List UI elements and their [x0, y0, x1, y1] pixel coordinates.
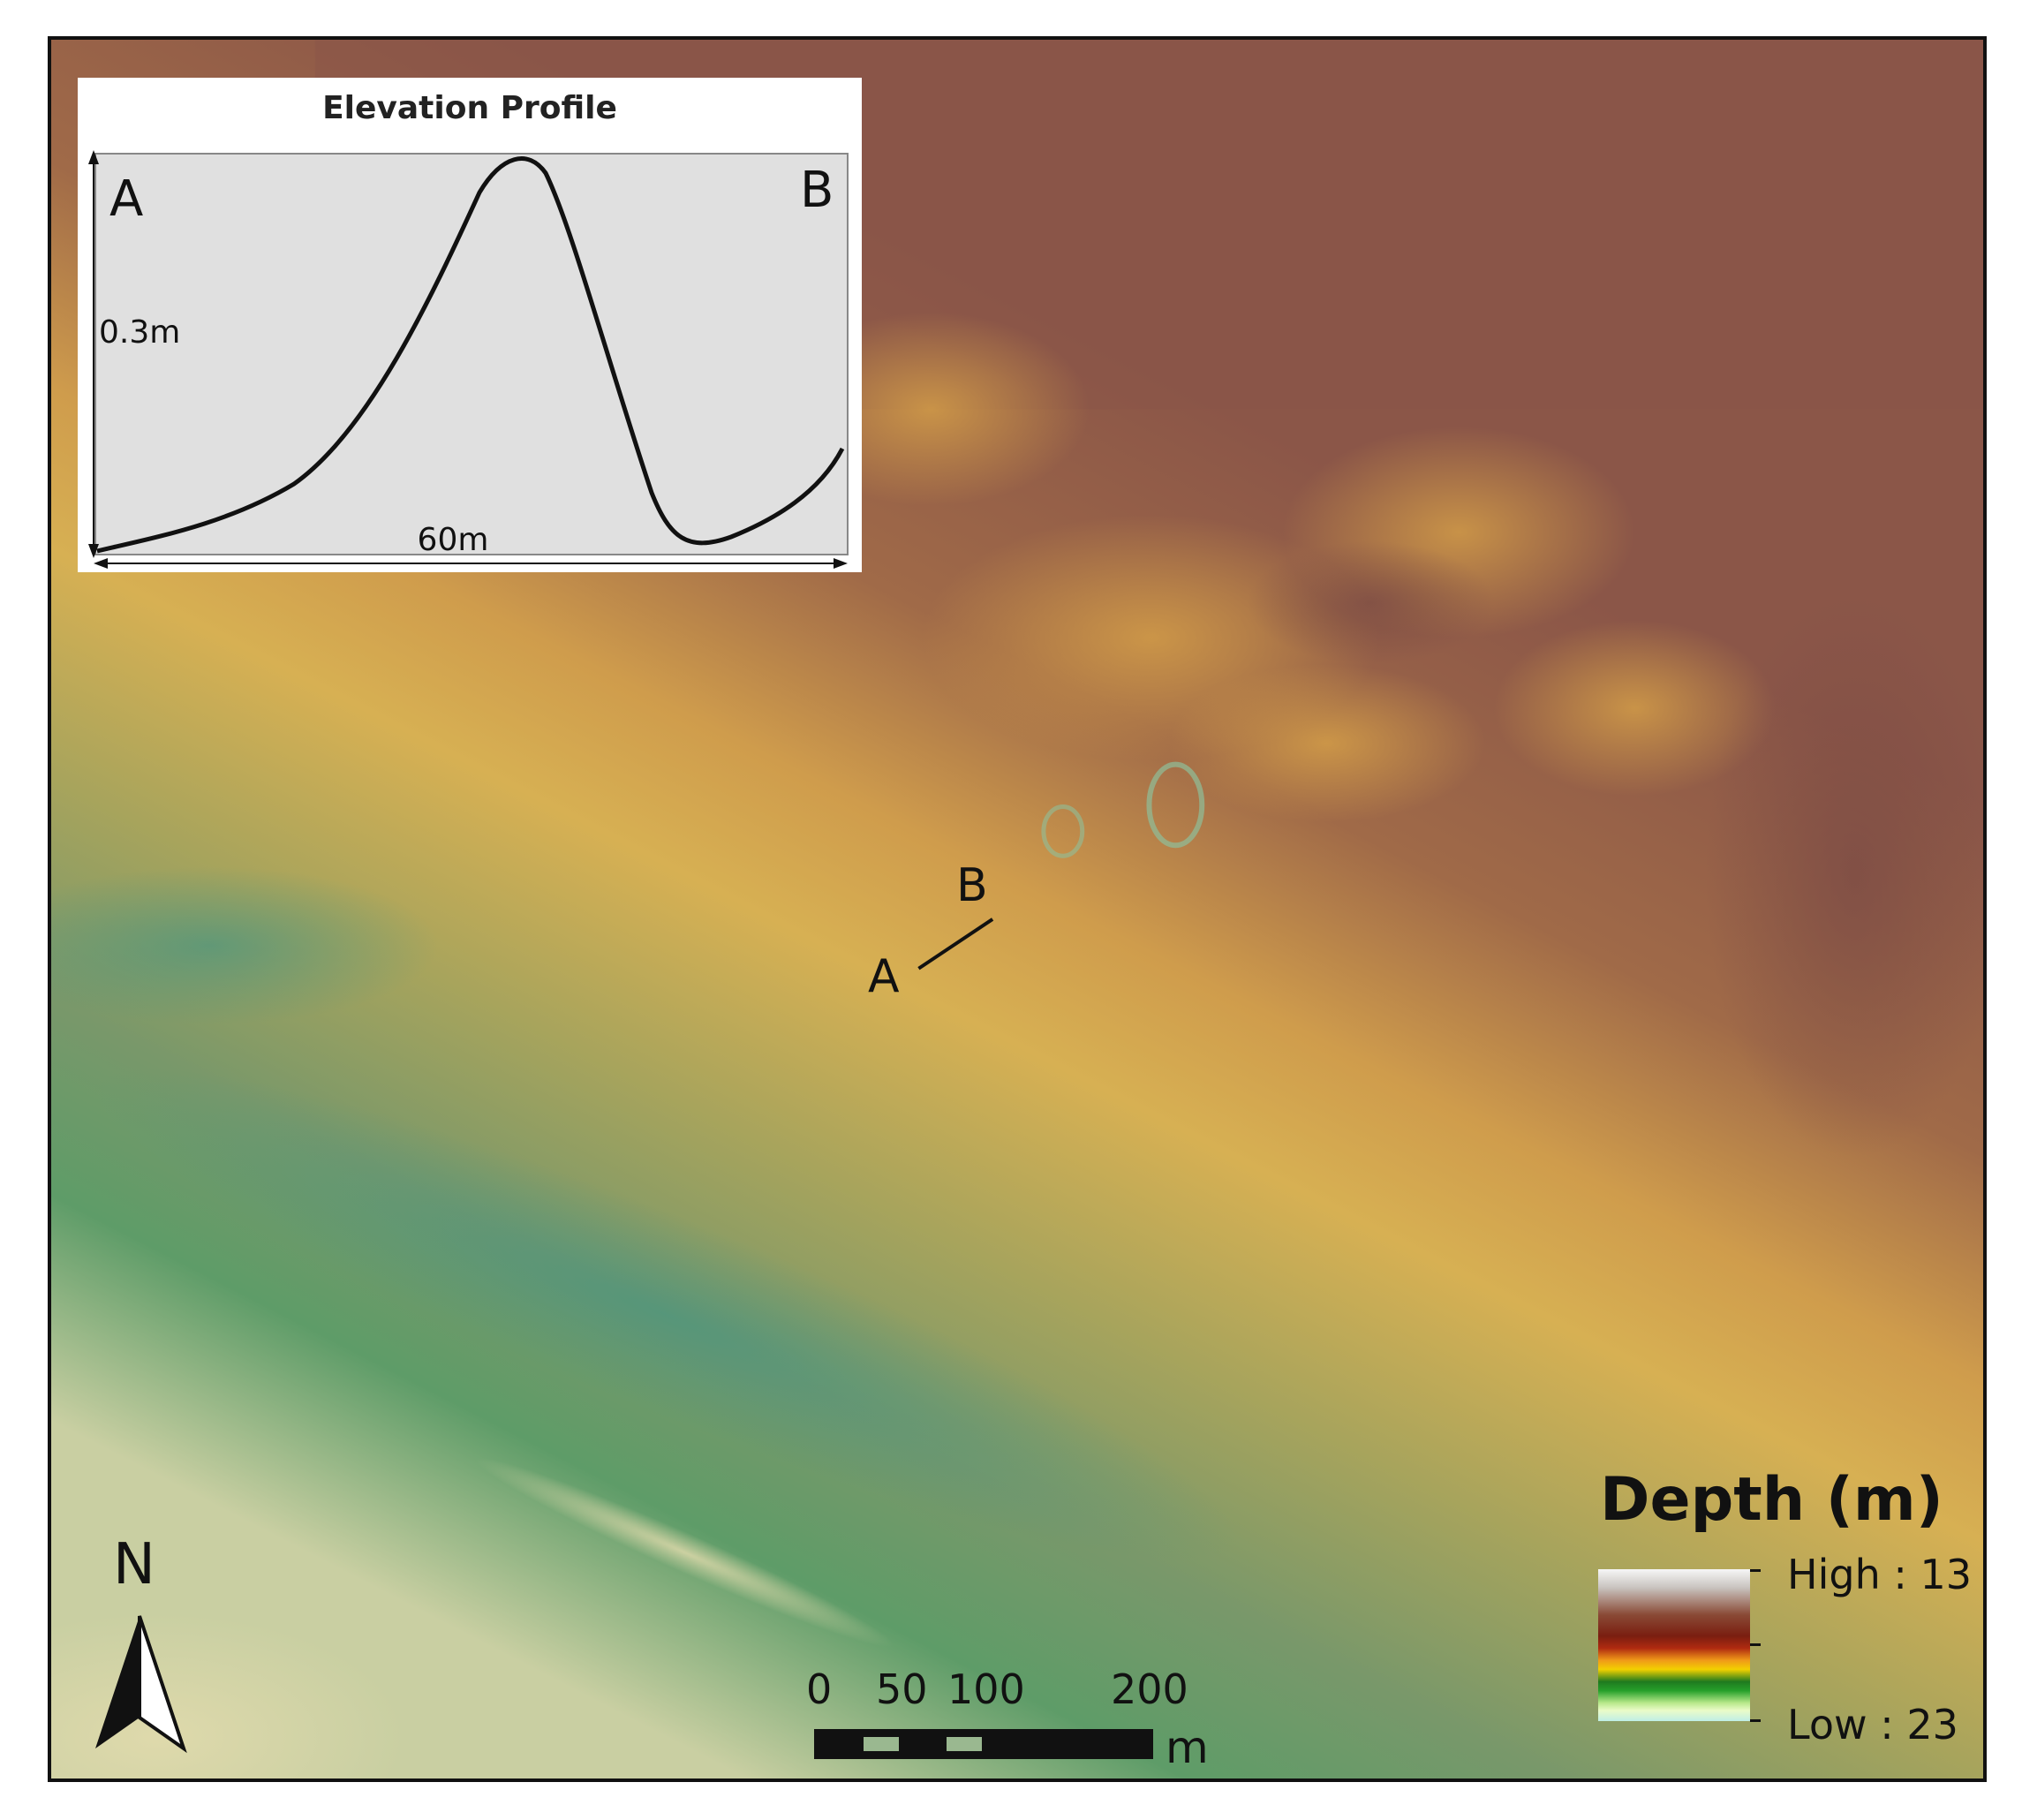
- scale-bar: 0 50 100 200 m: [795, 1669, 1236, 1775]
- north-arrow-icon: [95, 1615, 187, 1754]
- legend-tick-low: [1750, 1719, 1761, 1722]
- profile-chart: A B 0.3m 60m: [88, 150, 849, 569]
- legend-tick-high: [1750, 1569, 1761, 1572]
- profile-line: [96, 156, 845, 554]
- scale-bar-graphic: [814, 1729, 1153, 1759]
- legend-title: Depth (m): [1600, 1465, 1943, 1535]
- arrow-up-icon: [88, 150, 99, 164]
- profile-end-label: B: [800, 162, 834, 219]
- profile-start-label: A: [109, 170, 143, 228]
- transect-line: [917, 918, 994, 970]
- scale-tick-50: 50: [876, 1665, 928, 1713]
- arrow-left-icon: [94, 558, 108, 569]
- transect-end-label: B: [956, 859, 988, 912]
- legend-color-ramp: [1598, 1569, 1750, 1721]
- elevation-profile-inset: Elevation Profile A B 0.3m 60m: [78, 78, 862, 572]
- vertical-scale-label: 0.3m: [99, 314, 180, 351]
- legend-high-label: High : 13: [1787, 1551, 1972, 1598]
- scale-unit: m: [1166, 1722, 1209, 1773]
- scale-tick-0: 0: [806, 1665, 833, 1713]
- transect-start-label: A: [868, 950, 900, 1003]
- north-letter: N: [113, 1532, 155, 1597]
- scale-tick-200: 200: [1111, 1665, 1188, 1713]
- scale-tick-100: 100: [947, 1665, 1025, 1713]
- legend-tick-mid: [1750, 1643, 1761, 1646]
- inset-title: Elevation Profile: [322, 90, 617, 126]
- arrow-down-icon: [88, 544, 99, 558]
- arrow-right-icon: [834, 558, 848, 569]
- horizontal-scale-label: 60m: [418, 522, 489, 558]
- north-arrow: N: [88, 1537, 194, 1757]
- depth-legend: Depth (m) High : 13 Low : 23: [1589, 1470, 1978, 1762]
- legend-low-label: Low : 23: [1787, 1701, 1958, 1748]
